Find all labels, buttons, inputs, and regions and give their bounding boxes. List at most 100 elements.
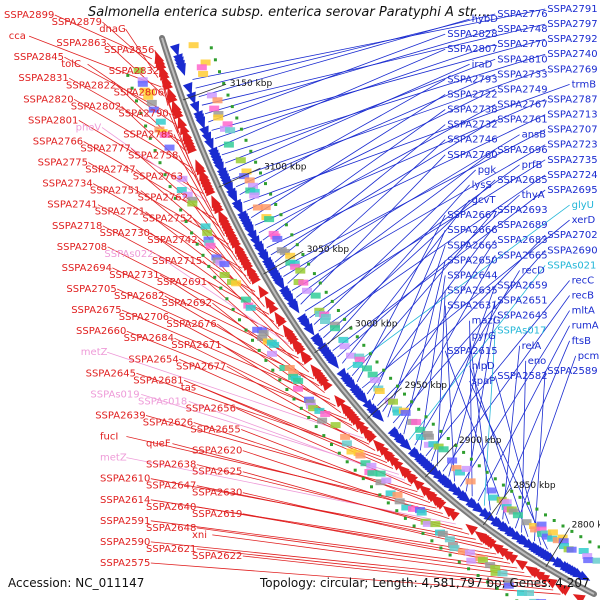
reverse-gene-label: SSPAs017	[497, 326, 546, 337]
cog-color-box	[411, 419, 422, 426]
cog-color-box	[308, 405, 319, 412]
cog-color-box	[182, 191, 193, 198]
forward-gene-label: SSPA2863	[56, 38, 106, 49]
forward-label-line	[125, 28, 159, 78]
cog-color-box	[240, 296, 251, 303]
forward-gene-arrow	[447, 509, 460, 521]
reverse-gene-arrow	[327, 356, 339, 369]
forward-gene-arrow	[301, 352, 313, 365]
reverse-gene-label: SSPA2793	[447, 74, 497, 85]
gc-skew-dot	[249, 149, 253, 153]
forward-gene-label: SSPA2721	[95, 207, 145, 218]
cog-color-box	[385, 490, 396, 497]
reverse-gene-label: SSPA2651	[497, 296, 547, 307]
forward-gene-arrow	[294, 342, 306, 355]
reverse-label-line	[442, 295, 570, 472]
cog-color-box	[485, 562, 496, 569]
scale-tick	[482, 487, 512, 526]
gc-skew-dot	[173, 196, 177, 200]
forward-gene-label: SSPA2766	[33, 137, 83, 148]
reverse-gene-arrow	[176, 62, 186, 76]
forward-label-line	[196, 548, 546, 587]
forward-gene-label: SSPA2758	[128, 151, 178, 162]
forward-gene-arrow	[505, 553, 519, 564]
reverse-label-line	[198, 18, 470, 98]
cog-color-box	[248, 182, 258, 189]
gc-skew-dot	[353, 468, 357, 472]
cog-color-box	[148, 106, 159, 113]
cog-color-box	[289, 260, 300, 267]
reverse-label-line	[408, 265, 546, 440]
gc-skew-dot	[271, 368, 275, 372]
forward-gene-arrow	[405, 472, 418, 485]
cog-color-box	[209, 105, 220, 112]
forward-gene-label: metZ	[100, 453, 127, 464]
reverse-label-line	[387, 245, 446, 418]
reverse-gene-arrow	[204, 137, 214, 151]
forward-gene-arrow	[168, 90, 178, 104]
cog-color-box	[252, 204, 263, 211]
reverse-label-line	[469, 335, 491, 511]
genome-info-text: Topology: circular; Length: 4,581,797 bp…	[260, 576, 590, 590]
cog-color-box	[330, 422, 341, 429]
gc-skew-dot	[190, 231, 194, 235]
reverse-label-line	[469, 380, 548, 550]
reverse-gene-label: SSPAs021	[547, 260, 596, 271]
reverse-gene-label: pgk	[478, 165, 497, 176]
gc-skew-dot	[318, 281, 322, 285]
gc-skew-dot	[158, 161, 162, 165]
reverse-gene-label: SSPA2696	[497, 145, 547, 156]
cog-color-box	[329, 321, 340, 328]
forward-gene-label: SSPA2801	[28, 115, 78, 126]
forward-label-line	[93, 183, 242, 269]
forward-gene-label: pheV	[76, 122, 102, 133]
reverse-gene-arrow	[288, 300, 300, 314]
gc-skew-dot	[279, 213, 283, 217]
cog-color-box	[536, 526, 547, 533]
cog-color-box	[370, 377, 380, 384]
cog-color-box	[458, 548, 468, 555]
reverse-gene-label: SSPA2732	[447, 120, 497, 131]
forward-gene-arrow	[196, 162, 207, 176]
forward-gene-label: SSPA2806	[114, 87, 164, 98]
forward-label-line	[178, 155, 225, 237]
reverse-label-line	[521, 360, 527, 533]
scale-tick	[218, 167, 261, 188]
label-connector-lines	[28, 8, 577, 595]
gc-skew-dot	[375, 360, 379, 364]
cog-color-box	[258, 330, 269, 337]
reverse-gene-label: SSPA2723	[547, 140, 597, 151]
forward-gene-label: SSPA2622	[192, 551, 242, 562]
forward-label-line	[87, 63, 175, 125]
cog-color-box	[290, 263, 301, 270]
forward-gene-label: SSPA2654	[128, 354, 178, 365]
cog-color-box	[177, 175, 188, 182]
gc-skew-dot	[403, 516, 407, 520]
gc-skew-dot	[135, 99, 138, 103]
cog-color-box	[187, 200, 198, 207]
cog-color-box	[314, 307, 325, 314]
cog-color-box	[416, 509, 427, 516]
reverse-gene-label: SSPA2776	[497, 9, 547, 20]
reverse-label-line	[448, 300, 496, 477]
gc-skew-dot	[493, 477, 497, 481]
gc-skew-dot	[476, 574, 480, 577]
forward-gene-label: SSPA2638	[146, 460, 196, 471]
cog-color-box	[540, 530, 551, 537]
reverse-gene-arrow	[195, 116, 205, 130]
forward-label-line	[196, 527, 525, 573]
forward-gene-arrow	[544, 578, 558, 589]
cog-color-box	[490, 565, 501, 572]
forward-label-line	[212, 534, 532, 578]
reverse-gene-label: SSPA2767	[497, 100, 547, 111]
reverse-gene-label: gcvT	[472, 195, 497, 206]
gc-skew-dot	[526, 501, 530, 505]
gc-skew-dot	[403, 392, 406, 396]
forward-gene-label: SSPA2734	[42, 179, 92, 190]
forward-gene-label: SSPA2621	[146, 544, 196, 555]
gc-skew-dot	[139, 112, 143, 115]
cog-color-box	[547, 535, 558, 542]
cog-color-box	[137, 80, 148, 87]
gc-skew-dot	[349, 326, 353, 330]
forward-gene-arrow	[515, 559, 528, 571]
